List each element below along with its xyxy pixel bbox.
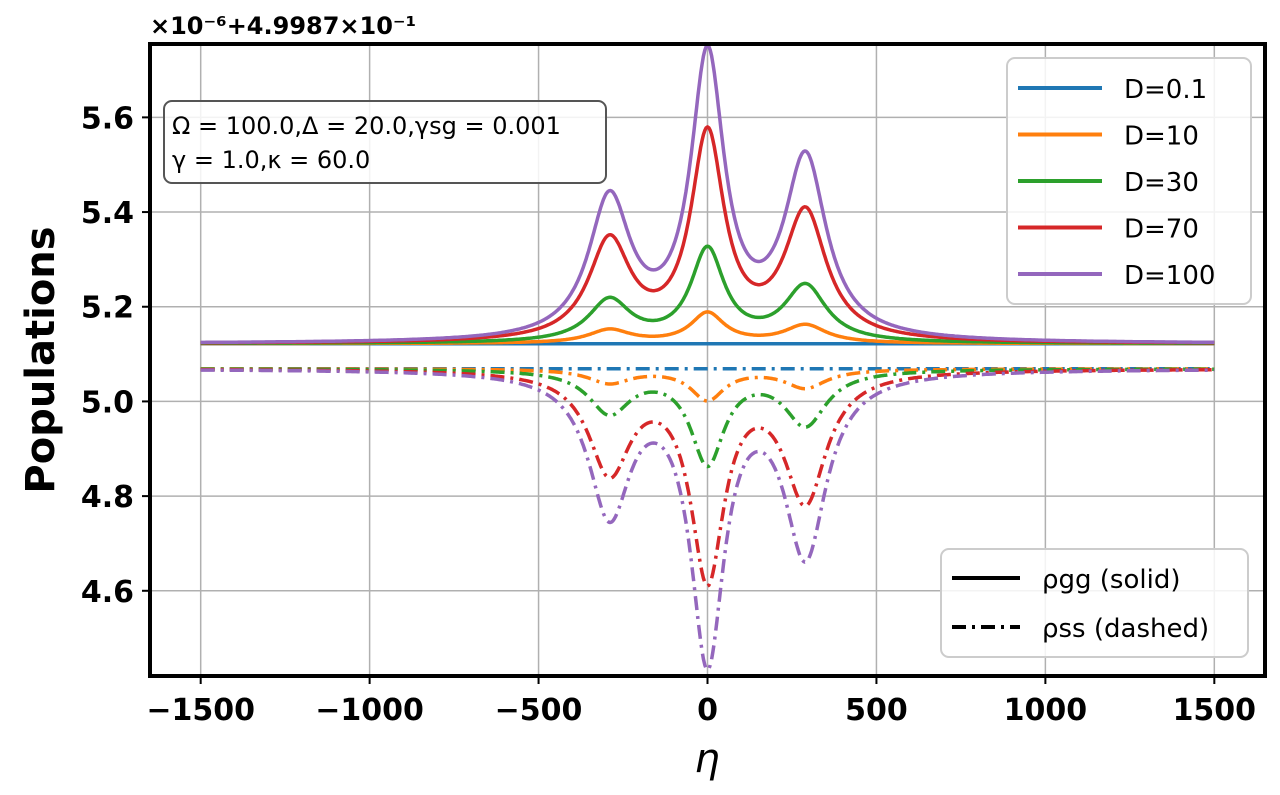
x-axis-label: η — [694, 736, 719, 782]
y-tick-label: 4.8 — [81, 480, 134, 515]
series-line-d-30-ss — [200, 367, 1215, 469]
x-tick-label: 0 — [697, 693, 718, 728]
parameter-box: Ω = 100.0,Δ = 20.0,γsg = 0.001 γ = 1.0,κ… — [163, 100, 607, 184]
legend-style-label: ρss (dashed) — [1042, 614, 1209, 644]
data-series — [200, 43, 1215, 672]
y-tick-label: 5.6 — [81, 101, 134, 136]
legend-line-styles: ρgg (solid) ρss (dashed) — [940, 548, 1249, 658]
x-tick-label: 1000 — [1004, 693, 1088, 728]
y-tick-label: 5.2 — [81, 291, 134, 326]
y-tick-label: 5.0 — [81, 385, 134, 420]
legend-label: D=30 — [1124, 168, 1199, 198]
parameter-line-2: γ = 1.0,κ = 60.0 — [172, 146, 370, 174]
y-axis-ticks: 4.6 4.8 5.0 5.2 5.4 5.6 — [81, 101, 150, 610]
offset-label: ×10⁻⁶+4.9987×10⁻¹ — [150, 12, 416, 40]
x-tick-label: 1500 — [1173, 693, 1257, 728]
y-tick-label: 4.6 — [81, 575, 134, 610]
legend-label: D=0.1 — [1124, 75, 1207, 105]
legend-style-label: ρgg (solid) — [1042, 565, 1180, 595]
y-tick-label: 5.4 — [81, 196, 134, 231]
x-tick-label: −500 — [495, 693, 583, 728]
x-tick-label: 500 — [845, 693, 908, 728]
x-tick-label: −1000 — [315, 693, 424, 728]
legend-label: D=70 — [1124, 215, 1199, 245]
legend-label: D=10 — [1124, 122, 1199, 152]
y-axis-label: Populations — [18, 226, 64, 493]
legend-d-values: D=0.1 D=10 D=30 D=70 D=100 — [1006, 57, 1252, 305]
x-axis-ticks: −1500 −1000 −500 0 500 1000 1500 — [146, 676, 1256, 728]
series-line-d-100-ss — [200, 368, 1215, 672]
parameter-line-1: Ω = 100.0,Δ = 20.0,γsg = 0.001 — [172, 112, 561, 140]
legend-label: D=100 — [1124, 261, 1215, 291]
x-tick-label: −1500 — [146, 693, 255, 728]
